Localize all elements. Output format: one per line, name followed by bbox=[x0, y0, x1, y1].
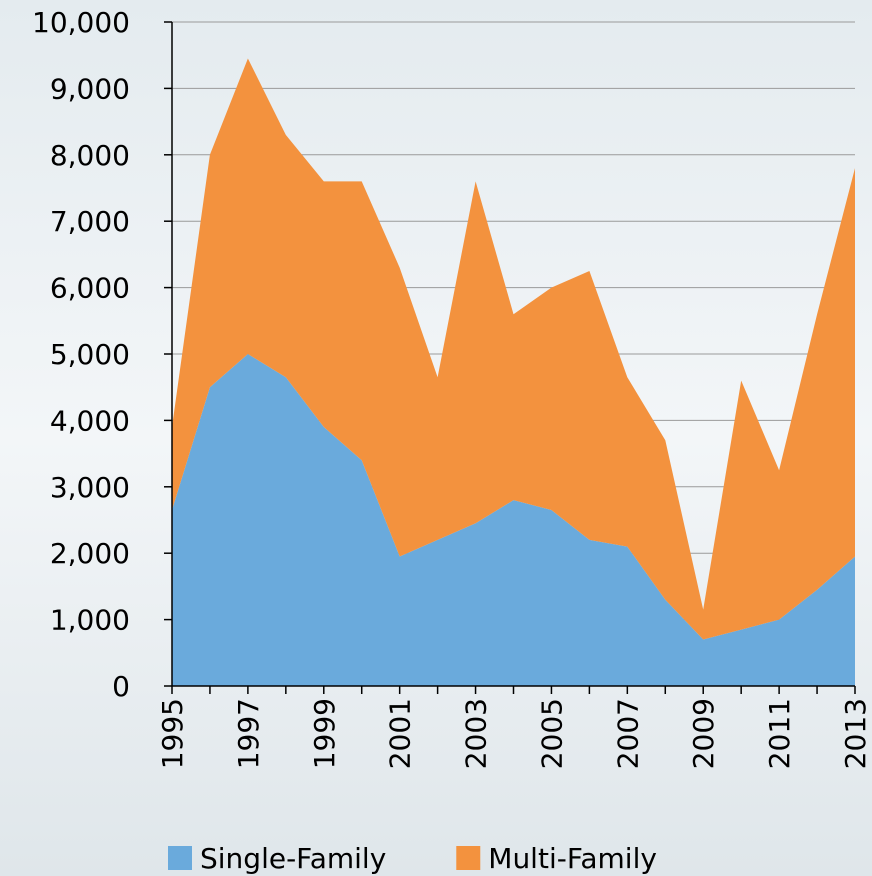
x-tick-label: 2009 bbox=[687, 698, 720, 769]
y-tick-label: 1,000 bbox=[50, 604, 130, 637]
x-tick-label: 2013 bbox=[839, 698, 872, 769]
x-tick-label: 1997 bbox=[232, 698, 265, 769]
x-tick-label: 2007 bbox=[611, 698, 644, 769]
legend-label: Single-Family bbox=[200, 842, 386, 875]
x-tick-label: 2011 bbox=[763, 698, 796, 769]
legend-swatch bbox=[168, 846, 192, 870]
y-tick-label: 0 bbox=[112, 670, 130, 703]
y-tick-label: 9,000 bbox=[50, 72, 130, 105]
y-tick-label: 6,000 bbox=[50, 272, 130, 305]
legend-swatch bbox=[456, 846, 480, 870]
x-tick-label: 2003 bbox=[460, 698, 493, 769]
y-tick-label: 5,000 bbox=[50, 338, 130, 371]
legend-label: Multi-Family bbox=[488, 842, 657, 875]
y-tick-label: 8,000 bbox=[50, 139, 130, 172]
x-tick-label: 1995 bbox=[156, 698, 189, 769]
y-tick-label: 7,000 bbox=[50, 205, 130, 238]
y-tick-label: 10,000 bbox=[32, 6, 130, 39]
y-tick-label: 4,000 bbox=[50, 404, 130, 437]
chart: 0 1,000 2,000 3,000 4,000 5,000 6,000 7,000 8,00… bbox=[0, 0, 872, 876]
x-tick-label: 2005 bbox=[535, 698, 568, 769]
x-tick-label: 1999 bbox=[308, 698, 341, 769]
y-tick-label: 2,000 bbox=[50, 537, 130, 570]
y-tick-label: 3,000 bbox=[50, 471, 130, 504]
x-tick-label: 2001 bbox=[384, 698, 417, 769]
